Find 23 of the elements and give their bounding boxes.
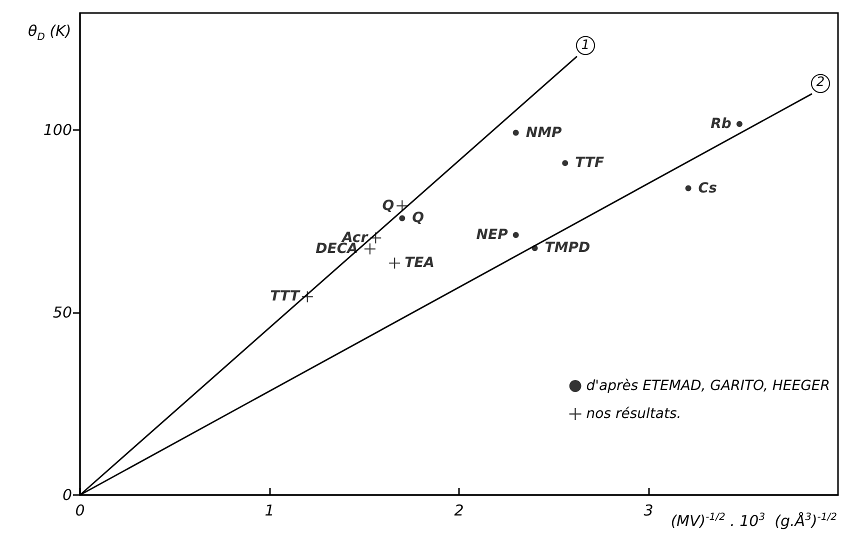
annotation: TTT — [270, 288, 301, 305]
annotation: Q — [382, 198, 394, 214]
legend-label: nos résultats. — [586, 406, 682, 422]
y-tick-label: 0 — [62, 486, 72, 504]
annotation: TMPD — [544, 240, 590, 256]
annotation: 2 — [815, 75, 826, 90]
annotation: Rb — [710, 116, 732, 132]
x-tick-label: 3 — [644, 502, 654, 520]
y-tick-label: 50 — [52, 303, 72, 322]
y-axis-title: θ$_{D}$ (K) — [28, 22, 72, 44]
annotation: 1 — [580, 38, 590, 53]
annotation: Cs — [698, 180, 717, 196]
annotation: Q — [412, 210, 424, 226]
annotation: TTF — [575, 155, 605, 172]
x-tick-label: 2 — [454, 502, 464, 520]
x-tick-label: 1 — [264, 502, 274, 520]
legend-label: d'après ETEMAD, GARITO, HEEGER — [586, 378, 830, 394]
annotation: TEA — [404, 255, 435, 272]
annotation: NMP — [526, 124, 562, 141]
y-tick-label: 100 — [43, 120, 72, 139]
x-axis-title: (MV)$^{-1/2}$ . 10$^{3}$ (g.Å$^{3}$)$^{-1/2}$ — [670, 512, 837, 530]
x-tick-label: 0 — [75, 502, 85, 520]
annotation: NEP — [476, 227, 509, 244]
